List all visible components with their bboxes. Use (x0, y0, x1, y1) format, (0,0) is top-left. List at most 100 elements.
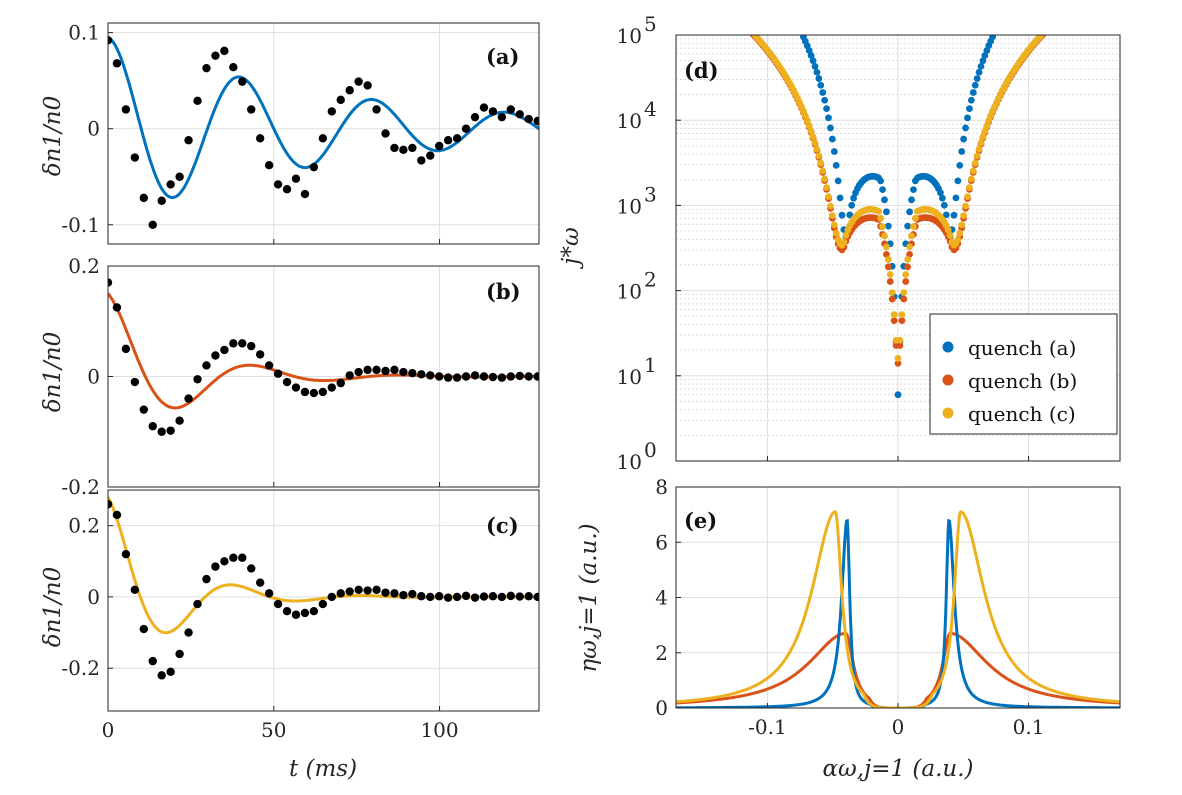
panel-c-data-point (255, 578, 265, 587)
panel-d-point (883, 243, 890, 251)
panel-d-point (807, 52, 815, 59)
panel-d-point (815, 152, 823, 160)
panel-b-data-point (139, 405, 149, 414)
panel-c-data-point (166, 667, 175, 676)
panel-b-data-point (354, 367, 363, 377)
panel-a-data-point (452, 134, 462, 143)
panel-d-point (886, 278, 894, 285)
panel-d-point (828, 212, 836, 220)
panel-d-point (910, 223, 917, 230)
panel-d-ytick-label: 10 (617, 450, 642, 474)
panel-a-data-point (282, 185, 292, 194)
panel-b-data-point (318, 387, 328, 397)
panel-c-data-point (399, 590, 408, 600)
panel-b-data-point (121, 344, 131, 354)
panel-d-point (937, 189, 944, 197)
panel-b-data-point (112, 303, 122, 312)
panel-b-data-point (381, 366, 390, 376)
panel-d-point (902, 271, 910, 278)
panel-c-data-point (417, 592, 426, 601)
panel-d-point (969, 89, 977, 96)
panel-a-data-point (461, 124, 471, 133)
panel-c-ytick-label: 0.2 (68, 514, 100, 538)
panel-d-point (975, 68, 983, 76)
panel-d-point (896, 342, 904, 349)
legend: quench (a) quench (b) quench (c) (929, 313, 1118, 435)
panel-d-point (894, 391, 902, 399)
panel-d-point (950, 211, 958, 219)
panel-a-data-point (108, 36, 113, 45)
legend-marker-a (942, 341, 954, 353)
panel-d-point (840, 238, 848, 246)
panel-d-point (904, 222, 912, 230)
panel-d-point (884, 222, 892, 230)
panel-b-ytick-label: 0.2 (68, 254, 100, 278)
panel-c-data-point (193, 599, 202, 609)
panel-d-point (908, 196, 915, 204)
panel-d-point (898, 317, 906, 325)
legend-label-a: quench (a) (968, 336, 1076, 360)
panel-d-point (834, 177, 842, 185)
panel-d-point (962, 124, 969, 132)
panel-a-data-point (291, 174, 301, 183)
legend-marker-c (942, 407, 954, 419)
panel-a-data-point (148, 220, 157, 229)
panel-d-point (809, 133, 817, 141)
panel-a-label: (a) (486, 44, 519, 69)
panel-d-point (813, 145, 821, 153)
panel-b-data-point (497, 373, 507, 382)
panel-a-data-point (255, 134, 265, 143)
panel-b-data-point (426, 371, 435, 380)
panel-d-point (971, 159, 979, 167)
panel-d-point (939, 194, 946, 202)
panel-b-data-point (399, 367, 408, 377)
panel-b-data-point (524, 372, 533, 381)
panel-d-point (942, 211, 950, 219)
panel-d-point (821, 175, 829, 183)
panel-a-data-point (524, 114, 533, 124)
panel-b-data-point (461, 372, 471, 381)
panel-e-grid (676, 486, 1120, 709)
panel-d-point (906, 208, 913, 216)
panel-c-data-point (479, 592, 489, 601)
panel-a-data-point (193, 96, 202, 106)
panel-c-data-point (112, 510, 122, 520)
panel-a-data-point (533, 116, 539, 126)
panel-a-axes (107, 22, 540, 245)
panel-c-data-point (435, 592, 444, 601)
panel-d-point (979, 57, 987, 65)
panel-d-point (828, 135, 836, 143)
panel-b-data-point (291, 383, 301, 392)
panel-d-point (896, 336, 904, 344)
panel-d-point (890, 311, 898, 319)
panel-c-data-point (345, 587, 354, 596)
panel-d-point (811, 62, 819, 70)
panel-c-data-point (282, 606, 292, 616)
panel-b-data-point (247, 341, 256, 351)
panel-e-ytick-label: 8 (655, 475, 668, 499)
panel-d-point (830, 221, 838, 229)
panel-e-ytick-label: 4 (655, 586, 668, 610)
panel-d-ytick-label: 10 (617, 365, 642, 389)
panel-b-data-point (193, 375, 202, 384)
panel-b-data-point (363, 365, 372, 375)
panel-d-point (900, 295, 908, 303)
panel-e-ytick-label: 6 (655, 530, 668, 554)
panel-d-point (838, 211, 846, 219)
panel-d-point (894, 359, 902, 367)
panel-d-ytick-exponent: 0 (644, 438, 657, 462)
panel-a-data-point (121, 105, 131, 114)
panel-b-data-point (506, 372, 516, 381)
panel-d-point (877, 177, 885, 185)
panel-d-point (906, 243, 913, 251)
panel-e: -0.1 0 0.1 0 2 4 6 8 (e) ηω,j=1 (a.u.) αω,j=1 (… (576, 475, 1121, 782)
panel-a-data-point (470, 112, 480, 122)
panel-e-label: (e) (684, 508, 717, 533)
panel-d-point (883, 208, 890, 216)
panel-d-point (975, 145, 983, 153)
panel-d-point (956, 229, 964, 237)
panel-d-point (815, 75, 823, 82)
panel-c-data-point (184, 628, 193, 637)
